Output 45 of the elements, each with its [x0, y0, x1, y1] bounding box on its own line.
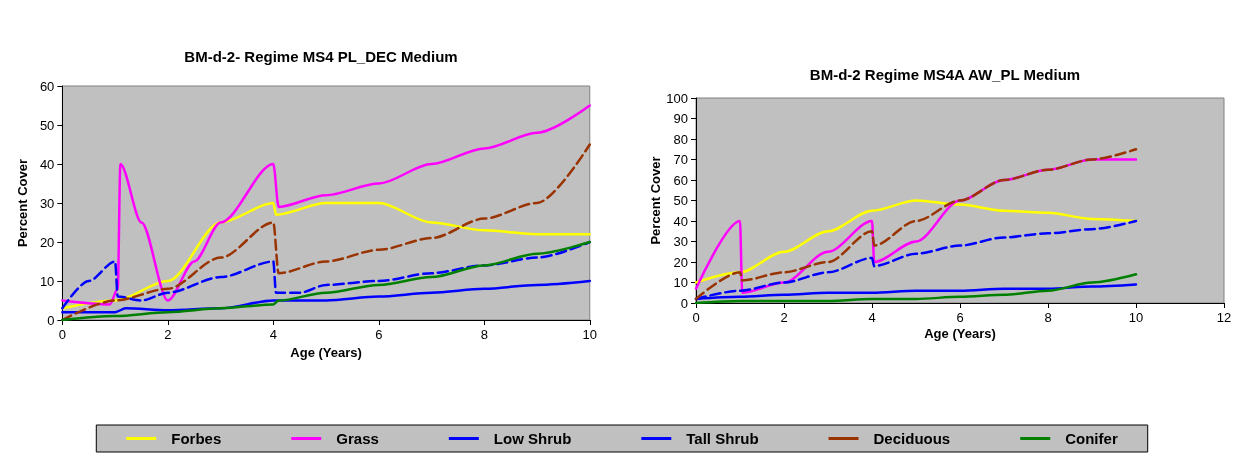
x-tick-label: 6 — [956, 310, 964, 325]
y-tick-label: 40 — [673, 213, 688, 229]
x-axis-title: Age (Years) — [924, 326, 996, 341]
legend-label: Deciduous — [873, 430, 951, 447]
y-tick-label: 30 — [39, 195, 55, 211]
y-tick-label: 90 — [673, 111, 688, 126]
x-tick-label: 0 — [58, 327, 66, 342]
y-tick-label: 0 — [680, 295, 688, 311]
legend-label: Grass — [336, 430, 379, 447]
legend-label: Tall Shrub — [686, 430, 759, 447]
x-axis-title: Age (Years) — [290, 344, 362, 360]
x-tick-label: 0 — [692, 310, 700, 325]
x-tick-label: 4 — [269, 327, 277, 342]
y-tick-label: 100 — [666, 90, 688, 106]
x-tick-label: 12 — [1216, 310, 1232, 325]
x-tick-label: 2 — [164, 327, 172, 342]
x-tick-label: 8 — [480, 327, 488, 342]
chart-title: BM-d-2- Regime MS4 PL_DEC Medium — [184, 48, 458, 65]
y-tick-label: 60 — [39, 78, 55, 94]
x-tick-label: 6 — [375, 327, 383, 342]
y-axis-title: Percent Cover — [648, 156, 664, 245]
chart-title: BM-d-2 Regime MS4A AW_PL Medium — [809, 66, 1081, 83]
y-tick-label: 50 — [673, 193, 688, 208]
y-tick-label: 10 — [673, 275, 688, 290]
x-tick-label: 8 — [1044, 310, 1052, 325]
y-tick-label: 20 — [39, 234, 55, 250]
line-series — [694, 273, 1138, 305]
y-tick-label: 10 — [39, 273, 55, 289]
x-tick-label: 10 — [582, 327, 597, 342]
y-tick-label: 70 — [673, 152, 688, 167]
y-tick-label: 30 — [673, 234, 688, 249]
legend-label: Low Shrub — [493, 430, 572, 447]
x-tick-label: 2 — [780, 310, 788, 325]
legend-label: Forbes — [171, 430, 222, 447]
y-axis-title: Percent Cover — [15, 158, 30, 248]
line-series — [61, 201, 592, 310]
x-tick-label: 10 — [1128, 310, 1144, 325]
line-series — [61, 104, 592, 306]
y-tick-label: 60 — [673, 172, 688, 188]
legend-label: Conifer — [1065, 430, 1118, 447]
x-tick-label: 4 — [868, 310, 876, 325]
y-tick-label: 80 — [673, 131, 688, 147]
y-tick-label: 20 — [673, 254, 688, 270]
y-tick-label: 40 — [39, 156, 55, 172]
y-tick-label: 50 — [39, 117, 55, 133]
